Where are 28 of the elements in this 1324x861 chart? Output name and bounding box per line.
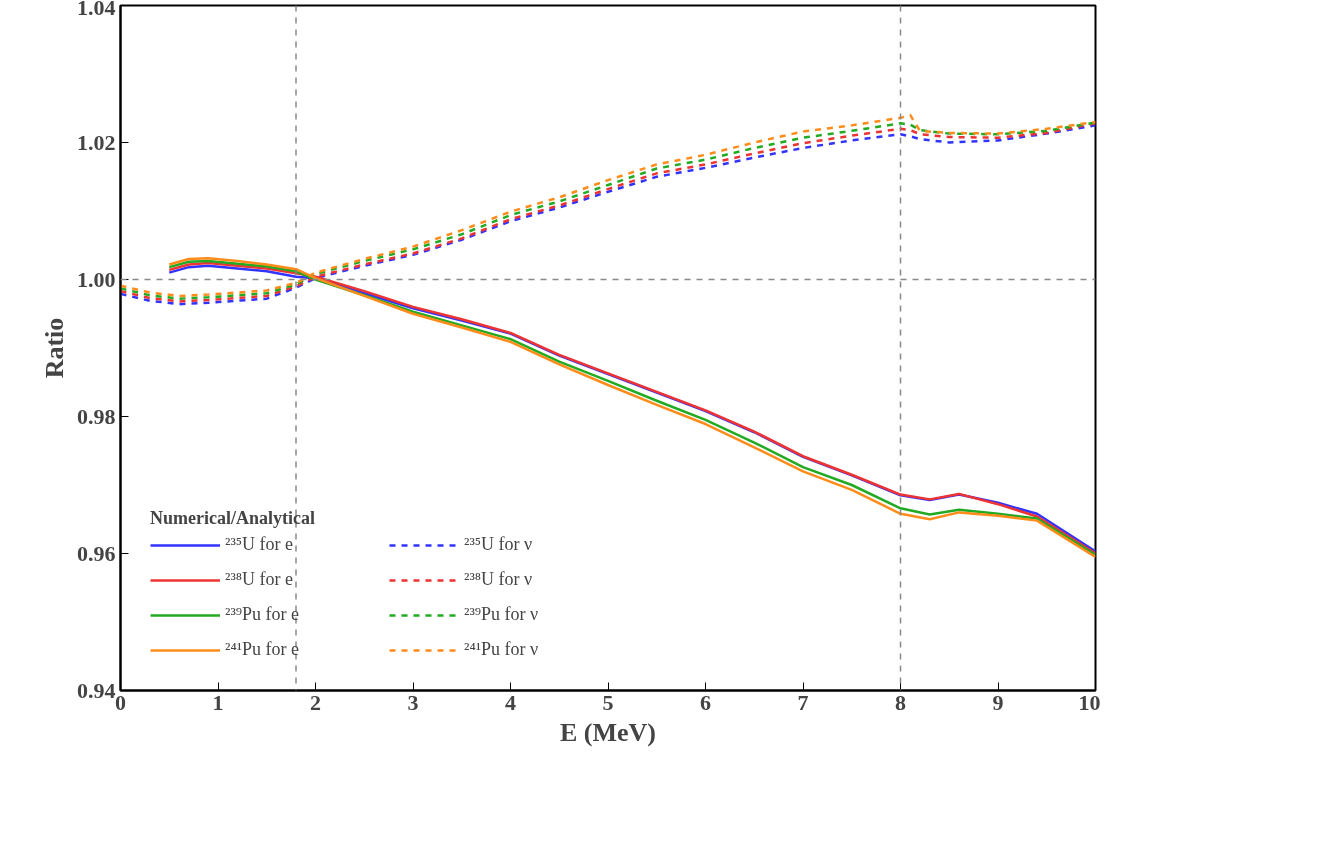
y-tick-label: 0.96 <box>77 540 116 566</box>
legend-title: Numerical/Analytical <box>150 508 316 529</box>
y-tick-label: 0.94 <box>77 677 116 703</box>
legend-label: ²³⁸U for ν <box>464 569 534 590</box>
x-axis-title: E (MeV) <box>559 717 657 747</box>
y-tick-label: 0.98 <box>77 403 116 429</box>
x-tick-label: 2 <box>310 689 321 715</box>
x-tick-label: 1 <box>212 689 224 715</box>
x-tick-label: 5 <box>602 689 614 715</box>
legend-label: ²⁴¹Pu for ν <box>464 639 540 660</box>
x-tick-label: 6 <box>700 689 711 715</box>
legend-label: ²³⁸U for e <box>225 569 295 590</box>
x-tick-label: 0 <box>115 689 126 715</box>
x-tick-label: 10 <box>1078 689 1101 715</box>
x-tick-label: 7 <box>797 689 809 715</box>
legend-label: ²³⁹Pu for ν <box>464 604 540 625</box>
legend-label: ²³⁵U for e <box>225 534 295 555</box>
y-axis-title: Ratio <box>40 317 69 379</box>
y-tick-label: 1.02 <box>77 129 116 155</box>
y-tick-label: 1.00 <box>77 266 116 292</box>
x-tick-label: 4 <box>505 689 516 715</box>
legend-label: ²³⁵U for ν <box>464 534 534 555</box>
x-tick-label: 8 <box>895 689 906 715</box>
x-tick-label: 3 <box>407 689 419 715</box>
legend-label: ²³⁹Pu for e <box>225 604 301 625</box>
y-tick-label: 1.04 <box>77 0 116 20</box>
legend-label: ²⁴¹Pu for e <box>225 639 301 660</box>
x-tick-label: 9 <box>992 689 1004 715</box>
